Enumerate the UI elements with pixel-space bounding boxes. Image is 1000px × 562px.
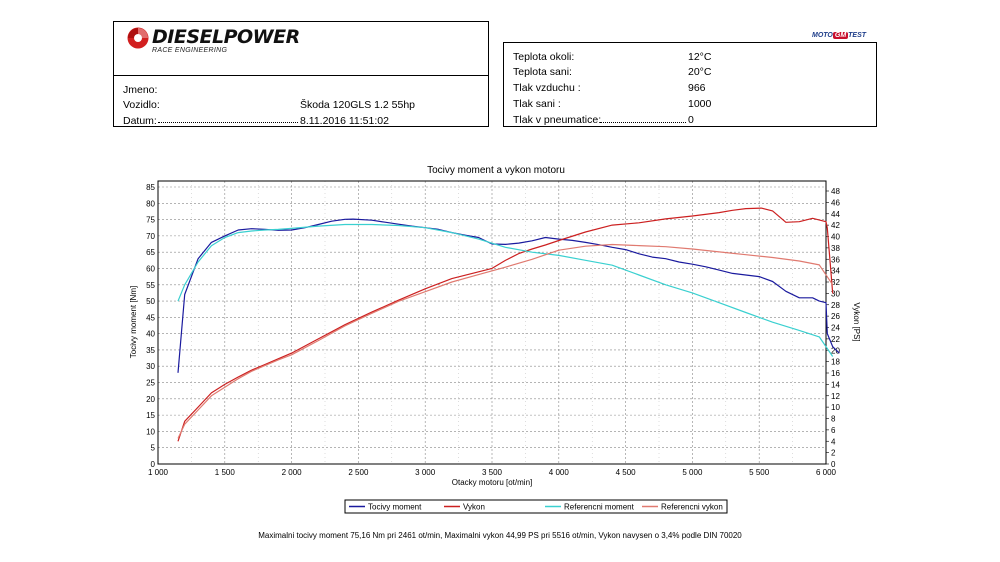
y2-tick-label: 22 xyxy=(831,335,840,344)
brand-name: DIESELPOWER xyxy=(152,26,300,48)
cond-value-air-pressure: 966 xyxy=(688,82,706,94)
y2-tick-label: 26 xyxy=(831,312,840,321)
date-value: 8.11.2016 11:51:02 xyxy=(300,115,389,127)
y-axis-label: Tocivy moment [Nm] xyxy=(129,286,138,358)
cond-label-intake-pressure: Tlak sani : xyxy=(513,98,561,110)
y2-tick-label: 10 xyxy=(831,403,840,412)
series-line-tocivy-moment xyxy=(177,218,840,373)
x-axis-label: Otacky motoru [ot/min] xyxy=(452,478,532,487)
x-tick-label: 4 000 xyxy=(549,468,570,477)
y2-tick-label: 38 xyxy=(831,244,840,253)
y2-tick-label: 44 xyxy=(831,210,840,219)
y2-tick-label: 42 xyxy=(831,221,840,230)
x-tick-label: 3 000 xyxy=(415,468,436,477)
y2-tick-label: 12 xyxy=(831,392,840,401)
cond-value-tire-pressure: 0 xyxy=(688,114,694,126)
y2-axis-label: Vykon [PS] xyxy=(852,302,861,341)
cond-label-air-pressure: Tlak vzduchu : xyxy=(513,82,581,94)
motocom-test-badge: MOTO GM TEST xyxy=(812,32,867,39)
x-tick-label: 2 000 xyxy=(282,468,303,477)
y2-tick-label: 30 xyxy=(831,289,840,298)
series-line-referencni-moment xyxy=(177,223,834,357)
y-tick-label: 55 xyxy=(146,281,155,290)
y-tick-label: 30 xyxy=(146,362,155,371)
y-tick-label: 5 xyxy=(151,444,156,453)
chart-grid xyxy=(158,181,826,464)
legend-label: Tocivy moment xyxy=(368,503,422,512)
y-tick-label: 25 xyxy=(146,379,155,388)
cond-label-intake-temp: Teplota sani: xyxy=(513,66,572,78)
y-tick-label: 80 xyxy=(146,199,155,208)
legend: Tocivy moment Vykon Referencni moment Refer… xyxy=(349,503,723,512)
y2-tick-label: 6 xyxy=(831,426,836,435)
y2-tick-label: 48 xyxy=(831,187,840,196)
series-line-referencni-vykon xyxy=(177,243,834,439)
y2-tick-label: 46 xyxy=(831,198,840,207)
y-tick-label: 85 xyxy=(146,183,155,192)
y-tick-label: 20 xyxy=(146,395,155,404)
plot-frame xyxy=(157,180,827,465)
y2-tick-label: 4 xyxy=(831,437,836,446)
y-tick-label: 75 xyxy=(146,216,155,225)
x-tick-label: 6 000 xyxy=(816,468,837,477)
y2-tick-label: 24 xyxy=(831,324,840,333)
tire-pressure-dots xyxy=(600,122,686,123)
y-tick-label: 65 xyxy=(146,248,155,257)
y2-tick-label: 36 xyxy=(831,255,840,264)
x-tick-label: 2 500 xyxy=(348,468,369,477)
y2-tick-label: 34 xyxy=(831,267,840,276)
y2-tick-label: 28 xyxy=(831,301,840,310)
y2-tick-label: 16 xyxy=(831,369,840,378)
y2-tick-label: 8 xyxy=(831,415,836,424)
x-tick-label: 5 500 xyxy=(749,468,770,477)
y-tick-label: 50 xyxy=(146,297,155,306)
y-tick-label: 10 xyxy=(146,427,155,436)
legend-box xyxy=(344,499,728,514)
logo-panel: DIESELPOWER RACE ENGINEERING xyxy=(113,21,489,77)
cond-label-ambient-temp: Teplota okoli: xyxy=(513,51,575,63)
legend-label: Vykon xyxy=(463,503,485,512)
y2-tick-label: 14 xyxy=(831,380,840,389)
y-tick-label: 0 xyxy=(151,460,156,469)
x-tick-label: 5 000 xyxy=(682,468,703,477)
y2-tick-label: 32 xyxy=(831,278,840,287)
vehicle-info-panel: Jmeno: Vozidlo: Škoda 120GLS 1.2 55hp Da… xyxy=(113,75,489,127)
y-tick-label: 15 xyxy=(146,411,155,420)
x-tick-label: 4 500 xyxy=(616,468,637,477)
y-tick-label: 40 xyxy=(146,330,155,339)
y-tick-label: 70 xyxy=(146,232,155,241)
legend-label: Referencni moment xyxy=(564,503,635,512)
y2-tick-label: 18 xyxy=(831,358,840,367)
y2-tick-label: 40 xyxy=(831,233,840,242)
series-lines xyxy=(177,207,840,442)
cond-value-ambient-temp: 12°C xyxy=(688,51,712,63)
footer-summary: Maximalni tocivy moment 75,16 Nm pri 246… xyxy=(258,531,742,540)
y2-tick-label: 20 xyxy=(831,346,840,355)
date-dots xyxy=(158,122,298,123)
y-tick-label: 35 xyxy=(146,346,155,355)
cond-value-intake-pressure: 1000 xyxy=(688,98,712,110)
cond-label-tire-pressure: Tlak v pneumatice: xyxy=(513,114,602,126)
x-tick-label: 3 500 xyxy=(482,468,503,477)
turbo-logo-icon xyxy=(127,27,149,49)
series-line-vykon xyxy=(177,207,834,442)
chart-title: Tocivy moment a vykon motoru xyxy=(427,165,565,176)
y2-tick-label: 2 xyxy=(831,449,836,458)
date-label: Datum: xyxy=(123,115,157,127)
x-tick-label: 1 500 xyxy=(215,468,236,477)
y-tick-label: 45 xyxy=(146,313,155,322)
vehicle-label: Vozidlo: xyxy=(123,99,160,111)
vehicle-value: Škoda 120GLS 1.2 55hp xyxy=(300,99,416,111)
cond-value-intake-temp: 20°C xyxy=(688,66,712,78)
x-tick-label: 1 000 xyxy=(148,468,169,477)
name-label: Jmeno: xyxy=(123,84,158,96)
conditions-panel: Teplota okoli: 12°C Teplota sani: 20°C T… xyxy=(503,42,877,127)
legend-label: Referencni vykon xyxy=(661,503,723,512)
axis-ticks: 0510152025303540455055606570758085024681… xyxy=(146,183,840,477)
y-tick-label: 60 xyxy=(146,264,155,273)
y2-tick-label: 0 xyxy=(831,460,836,469)
brand-subtitle: RACE ENGINEERING xyxy=(152,47,228,54)
